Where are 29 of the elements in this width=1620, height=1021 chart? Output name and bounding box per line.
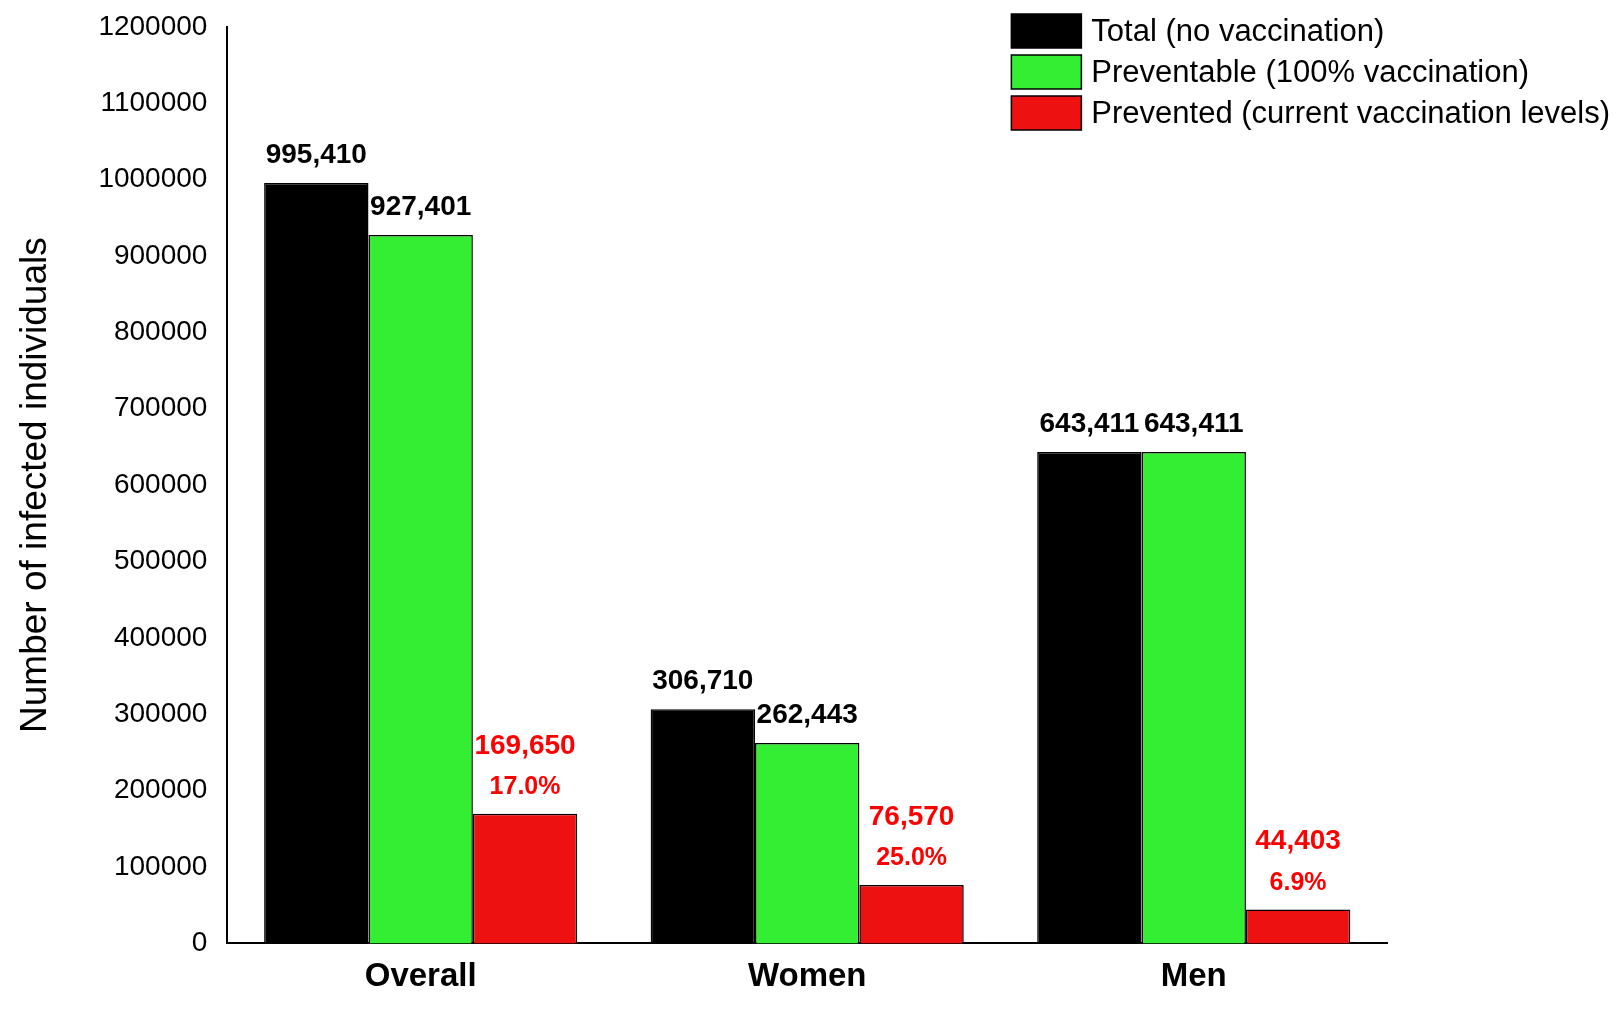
data-label: 169,650 17.0% [474,728,576,800]
data-label: 76,570 25.0% [868,799,955,871]
legend-label: Total (no vaccination) [1091,12,1385,48]
data-label: 44,403 6.9% [1255,824,1341,895]
y-tick-label: 700000 [113,391,208,423]
y-tick-label: 200000 [113,773,208,805]
y-tick-label: 1000000 [98,162,208,194]
data-label: 262,443 [756,697,858,729]
y-tick-label: 1100000 [100,85,208,117]
y-tick-label: 600000 [113,467,208,499]
y-tick-label: 0 [191,926,208,958]
data-label: 643,411 [1143,406,1244,438]
y-tick-label: 100000 [113,849,208,881]
x-tick-label: Overall [364,956,477,994]
y-axis-title: Number of infected individuals [13,237,55,733]
data-label: 643,411 [1039,406,1140,438]
y-tick-label: 500000 [113,544,208,576]
legend-label: Preventable (100% vaccination) [1091,53,1530,89]
x-tick-label: Women [747,956,867,994]
y-tick-label: 800000 [113,315,208,347]
y-tick-label: 1200000 [98,9,208,41]
y-tick-label: 300000 [113,696,208,728]
x-tick-label: Men [1160,956,1227,994]
legend-label: Prevented (current vaccination levels) [1091,94,1611,130]
data-label: 306,710 [652,663,754,695]
y-tick-label: 900000 [113,238,208,270]
data-label: 927,401 [370,189,472,221]
data-label: 995,410 [265,137,367,169]
y-tick-label: 400000 [113,620,208,652]
